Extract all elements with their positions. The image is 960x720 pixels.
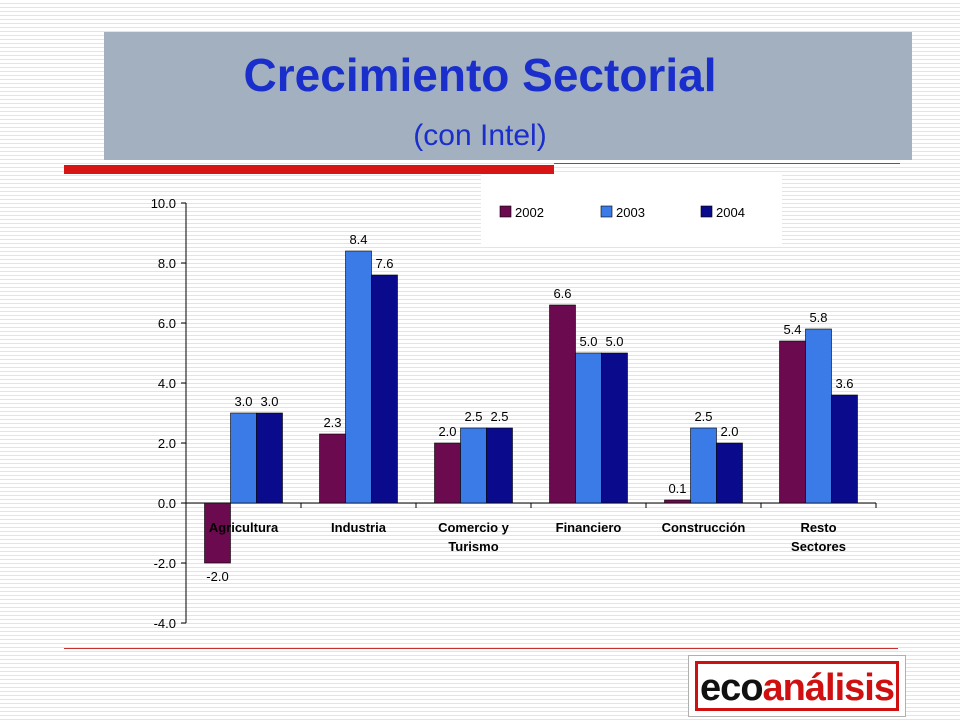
y-tick-label: -4.0 bbox=[154, 616, 176, 631]
x-tick-label: Resto Sectores bbox=[791, 520, 846, 554]
bar-2003 bbox=[805, 328, 832, 504]
data-label: 3.0 bbox=[260, 394, 278, 409]
bar-2002 bbox=[434, 442, 461, 504]
x-tick-label: Agricultura bbox=[209, 520, 279, 535]
y-tick-label: -2.0 bbox=[154, 556, 176, 571]
bar-2004 bbox=[486, 427, 513, 504]
legend-label-2002: 2002 bbox=[515, 205, 544, 220]
y-tick-label: 8.0 bbox=[158, 256, 176, 271]
bar-2003 bbox=[690, 427, 717, 504]
bar-2004 bbox=[831, 394, 858, 504]
data-label: 3.6 bbox=[835, 376, 853, 391]
x-tick-label: Financiero bbox=[556, 520, 622, 535]
x-tick-label: Comercio y Turismo bbox=[438, 520, 510, 554]
bar-2003 bbox=[345, 250, 372, 504]
bar-2004 bbox=[601, 352, 628, 504]
data-label: -2.0 bbox=[206, 569, 228, 584]
accent-red-bar bbox=[64, 165, 554, 174]
data-label: 2.5 bbox=[694, 409, 712, 424]
x-tick-label: Industria bbox=[331, 520, 387, 535]
y-tick-label: 4.0 bbox=[158, 376, 176, 391]
data-label: 2.3 bbox=[323, 415, 341, 430]
data-label: 7.6 bbox=[375, 256, 393, 271]
data-label: 0.1 bbox=[668, 481, 686, 496]
slide-title: Crecimiento Sectorial bbox=[243, 49, 717, 101]
data-label: 5.0 bbox=[605, 334, 623, 349]
ecoanalisis-logo: ecoanálisis bbox=[688, 655, 906, 717]
y-tick-label: 0.0 bbox=[158, 496, 176, 511]
logo-frame: ecoanálisis bbox=[695, 661, 899, 711]
y-tick-label: 10.0 bbox=[151, 196, 176, 211]
y-tick-label: 2.0 bbox=[158, 436, 176, 451]
bar-2004 bbox=[256, 412, 283, 504]
logo-text-analisis: análisis bbox=[762, 667, 895, 709]
bar-2004 bbox=[371, 274, 398, 504]
data-label: 2.0 bbox=[720, 424, 738, 439]
bar-2002 bbox=[204, 502, 231, 564]
logo-text: ecoanálisis bbox=[698, 668, 896, 708]
legend-box bbox=[481, 175, 782, 246]
bar-2003 bbox=[575, 352, 602, 504]
bar-2003 bbox=[460, 427, 487, 504]
data-label: 5.4 bbox=[783, 322, 801, 337]
data-label: 3.0 bbox=[234, 394, 252, 409]
accent-red-line-top bbox=[554, 163, 900, 164]
bar-2002 bbox=[549, 304, 576, 504]
data-label: 2.5 bbox=[464, 409, 482, 424]
data-label: 5.0 bbox=[579, 334, 597, 349]
y-tick-label: 6.0 bbox=[158, 316, 176, 331]
bar-2004 bbox=[716, 442, 743, 504]
bar-2002 bbox=[664, 499, 691, 504]
legend-swatch-2003 bbox=[600, 205, 613, 218]
legend-label-2004: 2004 bbox=[716, 205, 745, 220]
bar-2003 bbox=[230, 412, 257, 504]
data-label: 2.5 bbox=[490, 409, 508, 424]
data-label: 6.6 bbox=[553, 286, 571, 301]
legend-swatch-2004 bbox=[700, 205, 713, 218]
logo-text-eco: eco bbox=[700, 667, 763, 709]
title-banner bbox=[104, 32, 912, 160]
data-label: 5.8 bbox=[809, 310, 827, 325]
legend-label-2003: 2003 bbox=[616, 205, 645, 220]
legend-swatch-2002 bbox=[499, 205, 512, 218]
data-label: 8.4 bbox=[349, 232, 367, 247]
data-label: 2.0 bbox=[438, 424, 456, 439]
x-tick-label: Construcción bbox=[662, 520, 746, 535]
bar-2002 bbox=[779, 340, 806, 504]
bar-2002 bbox=[319, 433, 346, 504]
accent-red-line-bottom bbox=[64, 648, 898, 649]
slide-subtitle: (con Intel) bbox=[413, 119, 547, 152]
